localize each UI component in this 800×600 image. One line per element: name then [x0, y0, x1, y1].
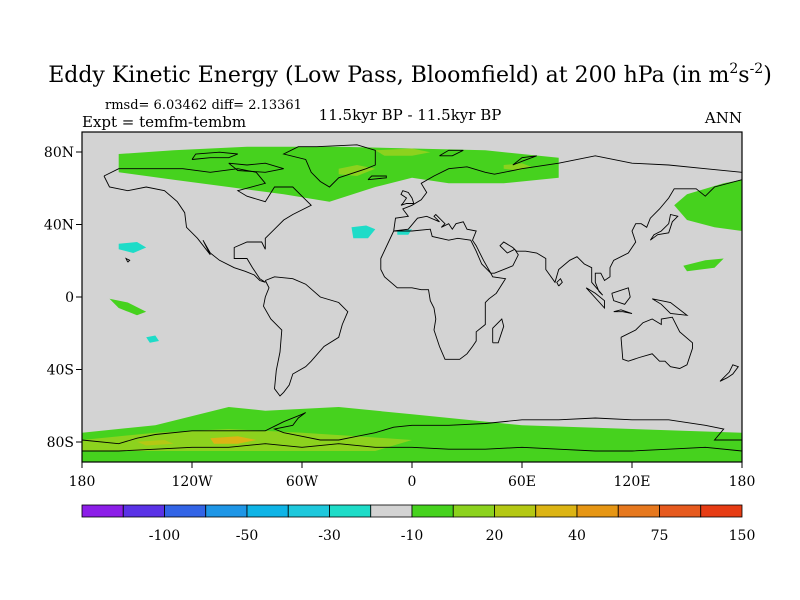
anomaly-region [375, 148, 431, 156]
coastline [492, 318, 505, 344]
coastline [191, 151, 238, 160]
colorbar-swatch [164, 504, 207, 518]
y-tick-label: 40N [44, 218, 74, 234]
coastline [611, 287, 631, 305]
coastline [620, 316, 693, 369]
colorbar-swatch [576, 504, 619, 518]
coastline [512, 155, 537, 166]
colorbar-swatch [452, 504, 495, 518]
coastline [82, 412, 742, 445]
x-tick-label: 120W [171, 474, 213, 490]
anomaly-region [137, 440, 174, 446]
anomaly-region [674, 179, 742, 231]
y-tick-label: 80N [44, 145, 74, 161]
coastline [393, 155, 742, 296]
coastline [103, 168, 312, 283]
colorbar-swatch [659, 504, 702, 518]
coastline [367, 175, 387, 181]
colorbar-swatch [494, 504, 537, 518]
x-tick-label: 120E [614, 474, 651, 490]
y-tick-label: 80S [47, 435, 74, 451]
x-tick-label: 180 [729, 474, 756, 490]
season-label: ANN [704, 109, 742, 127]
colorbar-swatch [205, 504, 248, 518]
colorbar-label: -30 [318, 528, 341, 544]
x-tick-label: 0 [408, 474, 417, 490]
colorbar-label: 40 [568, 528, 586, 544]
anomaly-region [351, 225, 376, 239]
colorbar-label: 150 [729, 528, 756, 544]
anomaly-region [109, 298, 147, 316]
colorbar-label: -50 [236, 528, 259, 544]
colorbar-swatch [370, 504, 413, 518]
y-tick-label: 0 [65, 290, 74, 306]
colorbar-swatch [246, 504, 289, 518]
stats-label: rmsd= 6.03462 diff= 2.13361 [105, 98, 302, 113]
anomaly-region [210, 436, 257, 444]
coastline [649, 213, 679, 241]
coastline [585, 287, 605, 310]
colorbar-swatch [287, 504, 330, 518]
coastline [125, 257, 131, 263]
map-background [82, 132, 742, 462]
coastline [439, 149, 464, 157]
coastline [263, 276, 349, 397]
colorbar-label: -10 [401, 528, 424, 544]
colorbar-swatch [700, 504, 743, 518]
center-label: 11.5kyr BP - 11.5kyr BP [319, 106, 502, 124]
colorbar-swatch [329, 504, 372, 518]
coastline [282, 144, 376, 188]
colorbar-swatch [122, 504, 165, 518]
coastlines [82, 144, 742, 452]
coastline [556, 277, 563, 287]
colorbar-swatch [81, 504, 124, 518]
colorbar-swatch [617, 504, 660, 518]
anomaly-region [338, 165, 376, 176]
anomaly-regions [82, 146, 742, 462]
y-tick-label: 40S [47, 363, 74, 379]
colorbar-swatch [411, 504, 454, 518]
anomaly-region [683, 258, 724, 272]
colorbar-label: 20 [486, 528, 504, 544]
x-tick-label: 60W [286, 474, 319, 490]
x-tick-label: 180 [69, 474, 96, 490]
y-axis: 80N 40N 0 40S 80S [44, 145, 82, 451]
coastline [82, 443, 742, 452]
x-tick-label: 60E [508, 474, 536, 490]
experiment-label: Expt = temfm-tembm [82, 113, 246, 131]
anomaly-region [146, 335, 159, 343]
colorbar-label: 75 [651, 528, 669, 544]
coastline [400, 190, 415, 206]
x-axis: 180 120W 60W 0 60E 120E 180 [69, 462, 756, 490]
coastline [719, 364, 740, 382]
chart-title: Eddy Kinetic Energy (Low Pass, Bloomfiel… [48, 61, 772, 88]
coastline [613, 309, 633, 314]
coastline [380, 228, 507, 360]
colorbar-swatch [535, 504, 578, 518]
coastline [651, 298, 689, 316]
coastline [228, 162, 284, 173]
anomaly-region [118, 242, 147, 253]
colorbar: -100 -50 -30 -10 20 40 75 150 [81, 504, 756, 544]
colorbar-label: -100 [149, 528, 180, 544]
